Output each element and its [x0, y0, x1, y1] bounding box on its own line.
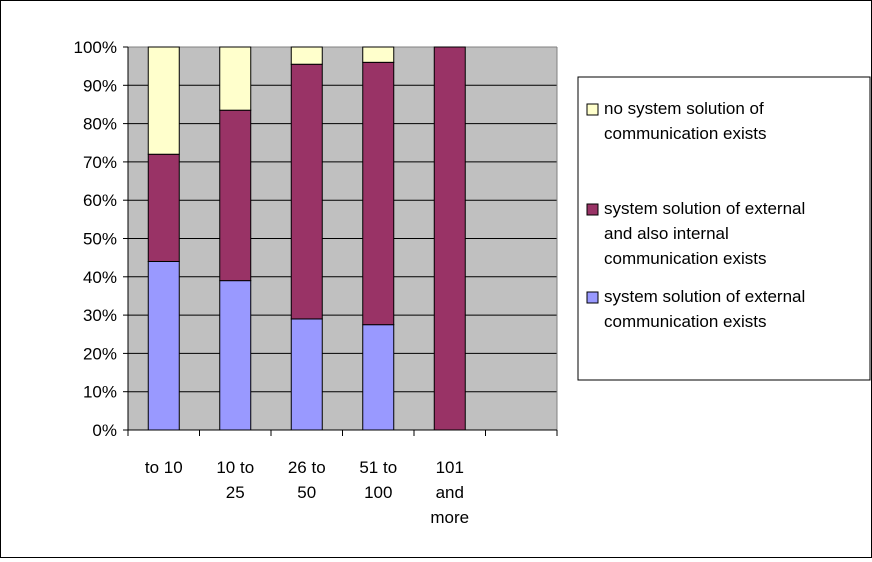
- x-tick-label: 101 and more: [430, 458, 469, 527]
- legend-label-s2: no system solution of communication exist…: [604, 99, 767, 143]
- y-tick-labels: 0% 10% 20% 30% 40% 50% 60% 70% 80% 90% 100%: [74, 38, 117, 440]
- y-tick-label: 10%: [83, 383, 117, 402]
- x-tick-label-line: 50: [297, 483, 316, 502]
- bar-segment-s2-c0: [147, 46, 180, 155]
- legend-label-line: and also internal: [604, 224, 729, 243]
- bars: [147, 46, 466, 431]
- x-tick-label: 51 to 100: [359, 458, 397, 502]
- bar-segment-s1-c3: [362, 61, 395, 326]
- axes: [123, 46, 558, 436]
- bar-segment-s0-c2: [290, 318, 323, 431]
- legend: no system solution of communication exist…: [577, 76, 871, 381]
- x-tick-label-line: 25: [226, 483, 245, 502]
- x-tick-label-line: 26 to: [288, 458, 326, 477]
- legend-label-line: communication exists: [604, 124, 767, 143]
- x-tick-label: 26 to 50: [288, 458, 326, 502]
- legend-label-line: system solution of external: [604, 287, 805, 306]
- bar-segment-s2-c2: [290, 46, 323, 65]
- bar-segment-s2-c1: [219, 46, 252, 111]
- y-tick-label: 100%: [74, 38, 117, 57]
- legend-label-line: communication exists: [604, 249, 767, 268]
- bar-segment-s0-c0: [147, 260, 180, 431]
- legend-swatch-s1: [586, 203, 599, 216]
- y-tick-label: 40%: [83, 268, 117, 287]
- legend-box: [577, 76, 871, 381]
- bar-segment-s1-c4: [433, 46, 466, 431]
- x-tick-label-line: 10 to: [216, 458, 254, 477]
- x-tick-label-line: and: [436, 483, 464, 502]
- gridlines: [128, 46, 558, 430]
- bar-segment-s1-c0: [147, 153, 180, 262]
- y-tick-label: 20%: [83, 344, 117, 363]
- y-tick-label: 60%: [83, 191, 117, 210]
- legend-label-line: no system solution of: [604, 99, 764, 118]
- bar-segment-s1-c1: [219, 109, 252, 282]
- legend-swatch-s0: [586, 291, 599, 304]
- y-tick-label: 30%: [83, 306, 117, 325]
- legend-label-s0: system solution of external communication…: [604, 287, 805, 331]
- x-tick-label-line: 101: [436, 458, 464, 477]
- legend-label-s1: system solution of external and also inte…: [604, 199, 805, 268]
- legend-label-line: communication exists: [604, 312, 767, 331]
- x-tick-label-line: more: [430, 508, 469, 527]
- x-tick-label-line: 100: [364, 483, 392, 502]
- x-tick-labels: to 10 10 to 25 26 to 50 51 to 100 101 and more: [145, 458, 469, 527]
- bar-segment-s2-c3: [362, 46, 395, 63]
- bar-segment-s1-c2: [290, 63, 323, 320]
- y-tick-label: 90%: [83, 76, 117, 95]
- legend-label-line: system solution of external: [604, 199, 805, 218]
- bar-segment-s0-c3: [362, 324, 395, 431]
- y-tick-label: 50%: [83, 230, 117, 249]
- legend-swatch-s2: [586, 103, 599, 116]
- y-tick-label: 0%: [92, 421, 117, 440]
- x-tick-label-line: to 10: [145, 458, 183, 477]
- x-tick-label: to 10: [145, 458, 183, 477]
- y-tick-label: 70%: [83, 153, 117, 172]
- x-tick-label-line: 51 to: [359, 458, 397, 477]
- bar-segment-s0-c1: [219, 280, 252, 431]
- x-tick-label: 10 to 25: [216, 458, 254, 502]
- y-tick-label: 80%: [83, 115, 117, 134]
